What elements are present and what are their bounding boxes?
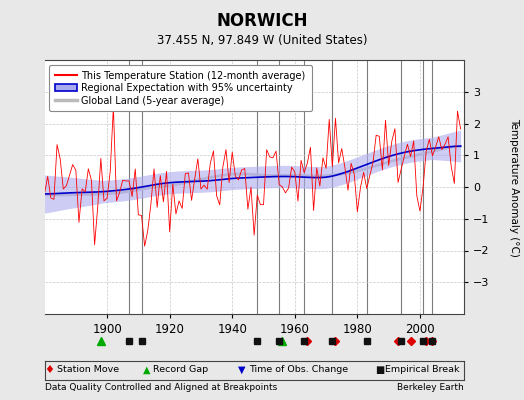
Legend: This Temperature Station (12-month average), Regional Expectation with 95% uncer: This Temperature Station (12-month avera… (49, 65, 312, 111)
Text: Time of Obs. Change: Time of Obs. Change (249, 366, 348, 374)
Text: ♦: ♦ (45, 365, 54, 375)
Text: ■: ■ (375, 365, 384, 375)
Text: Berkeley Earth: Berkeley Earth (397, 383, 464, 392)
Text: Record Gap: Record Gap (153, 366, 208, 374)
Text: Empirical Break: Empirical Break (385, 366, 460, 374)
Text: Station Move: Station Move (57, 366, 119, 374)
Text: ▼: ▼ (238, 365, 246, 375)
Y-axis label: Temperature Anomaly (°C): Temperature Anomaly (°C) (509, 118, 519, 256)
Text: Data Quality Controlled and Aligned at Breakpoints: Data Quality Controlled and Aligned at B… (45, 383, 277, 392)
Text: NORWICH: NORWICH (216, 12, 308, 30)
Text: 37.455 N, 97.849 W (United States): 37.455 N, 97.849 W (United States) (157, 34, 367, 47)
Text: ▲: ▲ (143, 365, 150, 375)
